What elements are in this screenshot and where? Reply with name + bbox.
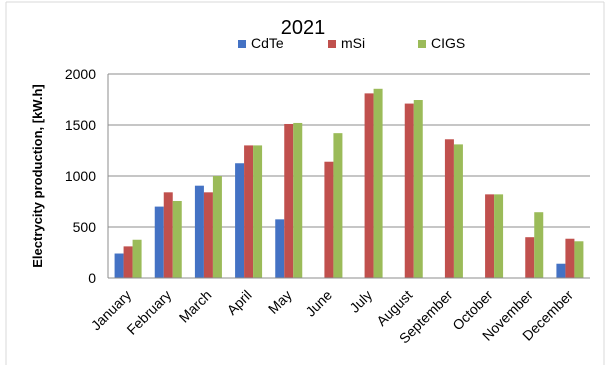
legend-label: CIGS (431, 35, 465, 51)
bar (364, 93, 374, 278)
x-tick-label: May (265, 287, 295, 317)
legend-swatch (238, 40, 246, 48)
y-tick-label: 2000 (65, 66, 96, 82)
bar (172, 200, 182, 278)
bar (212, 176, 222, 278)
bars (114, 88, 584, 279)
bar (114, 253, 124, 278)
bar (163, 192, 173, 278)
bar (284, 123, 294, 278)
y-tick-label: 1500 (65, 117, 96, 133)
bar (203, 192, 213, 278)
y-tick-label: 1000 (65, 168, 96, 184)
bar (293, 122, 303, 279)
legend-swatch (328, 40, 336, 48)
bar (413, 100, 423, 278)
y-axis-label: Electrycity production, [kW.h] (30, 84, 45, 267)
y-tick-label: 0 (88, 270, 96, 286)
bar (333, 133, 343, 278)
bar (123, 246, 133, 278)
bar (235, 163, 245, 278)
bar (244, 145, 254, 278)
bar (404, 103, 414, 278)
x-tick-label: July (346, 287, 375, 316)
legend-label: CdTe (251, 35, 284, 51)
x-tick-label: March (176, 287, 215, 326)
bar (556, 263, 566, 278)
x-tick-label: February (123, 287, 174, 338)
bar (373, 88, 383, 278)
bar (453, 144, 463, 278)
legend-swatch (418, 40, 426, 48)
bar (494, 194, 504, 278)
bar (574, 241, 584, 278)
chart-title: 2021 (281, 17, 326, 39)
y-tick-label: 500 (73, 219, 97, 235)
bar (324, 161, 334, 278)
legend: CdTe mSi CIGS (238, 35, 465, 51)
bar (253, 145, 263, 278)
bar (534, 212, 544, 278)
bar (485, 194, 495, 278)
legend-label: mSi (341, 35, 365, 51)
bar (194, 185, 204, 278)
bar (525, 237, 535, 278)
bar (132, 239, 142, 278)
x-tick-label: April (224, 287, 255, 318)
x-tick-label: June (302, 287, 335, 320)
bar (444, 139, 454, 278)
bar (565, 238, 575, 278)
bar (275, 219, 285, 278)
bar (154, 206, 164, 278)
